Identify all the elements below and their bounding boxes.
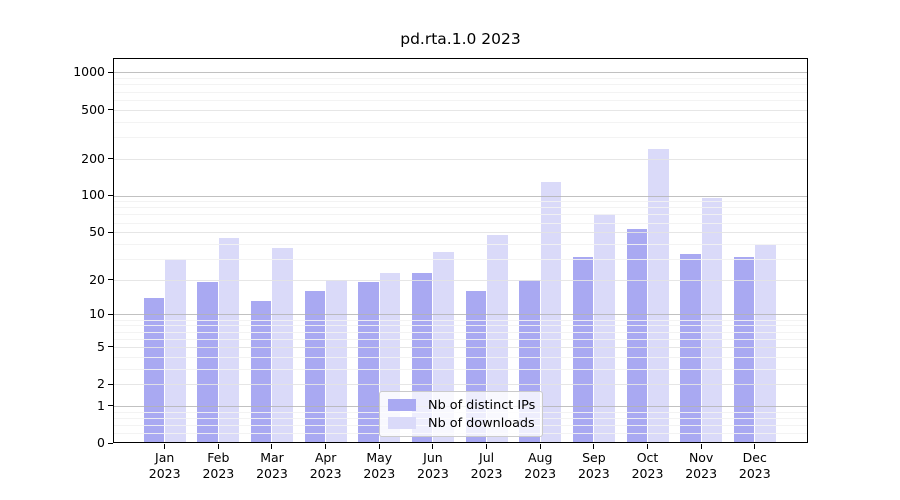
bar-distinct-ips [304, 291, 326, 443]
x-tick-mark [325, 444, 327, 449]
x-tick-label: Jul 2023 [470, 450, 503, 481]
y-tick-mark [108, 405, 113, 407]
bar-distinct-ips [733, 257, 755, 443]
legend-label-downloads: Nb of downloads [428, 415, 535, 431]
x-tick-mark [700, 444, 702, 449]
plot-area: Nb of distinct IPs Nb of downloads [113, 58, 808, 443]
x-tick-label: Nov 2023 [685, 450, 718, 481]
x-tick-label: Mar 2023 [256, 450, 288, 481]
minor-gridline [113, 356, 808, 358]
bar-distinct-ips [626, 229, 647, 443]
minor-gridline [113, 325, 808, 327]
x-tick-label: Aug 2023 [524, 450, 557, 481]
bar-downloads [326, 279, 347, 443]
minor-gridline [113, 338, 808, 340]
y-tick-label: 200 [81, 150, 105, 166]
x-tick-mark [486, 444, 488, 449]
minor-gridline [113, 214, 808, 216]
y-tick-label: 1000 [73, 64, 105, 80]
y-tick-mark [108, 279, 113, 281]
legend-item-distinct-ips: Nb of distinct IPs [386, 398, 536, 413]
bar-distinct-ips [250, 301, 272, 443]
gridline [113, 72, 808, 74]
bar-downloads [272, 247, 293, 443]
x-tick-label: Feb 2023 [202, 450, 235, 481]
x-tick-mark [164, 444, 166, 449]
minor-gridline [113, 136, 808, 138]
x-tick-label: Sep 2023 [577, 450, 610, 481]
bar-distinct-ips [358, 282, 379, 443]
y-tick-label: 10 [89, 306, 105, 322]
x-tick-mark [432, 444, 434, 449]
y-tick-label: 100 [81, 187, 105, 203]
y-tick-mark [108, 158, 113, 160]
bar-distinct-ips [197, 282, 218, 443]
gridline [113, 346, 808, 348]
bar-downloads [540, 181, 562, 443]
gridline [113, 158, 808, 160]
x-tick-mark [217, 444, 219, 449]
gridline [113, 195, 808, 197]
x-tick-label: May 2023 [363, 450, 396, 481]
legend-swatch-downloads [388, 417, 416, 429]
y-tick-mark [108, 383, 113, 385]
x-tick-label: Jan 2023 [148, 450, 181, 481]
y-tick-mark [108, 231, 113, 233]
bar-downloads [648, 148, 669, 443]
x-tick-mark [754, 444, 756, 449]
y-tick-mark [108, 71, 113, 73]
x-tick-mark [378, 444, 380, 449]
minor-gridline [113, 121, 808, 123]
y-tick-label: 1 [97, 397, 105, 413]
y-tick-mark [108, 442, 113, 444]
x-tick-mark [647, 444, 648, 449]
y-tick-label: 5 [97, 338, 105, 354]
gridline [113, 279, 808, 281]
minor-gridline [113, 84, 808, 86]
bar-distinct-ips [680, 253, 701, 443]
x-tick-label: Apr 2023 [309, 450, 342, 481]
gridline [113, 232, 808, 234]
minor-gridline [113, 258, 808, 260]
y-tick-label: 500 [81, 101, 105, 117]
chart-title: pd.rta.1.0 2023 [400, 30, 521, 48]
y-tick-mark [108, 313, 113, 315]
x-tick-mark [539, 444, 541, 449]
minor-gridline [113, 201, 808, 203]
legend-swatch-distinct-ips [388, 399, 416, 411]
x-tick-label: Jun 2023 [417, 450, 449, 481]
y-tick-label: 0 [97, 435, 105, 450]
minor-gridline [113, 91, 808, 93]
y-tick-label: 20 [89, 271, 105, 287]
x-tick-label: Dec 2023 [738, 450, 771, 481]
bar-downloads [755, 245, 776, 443]
y-tick-mark [108, 346, 113, 348]
y-tick-mark [108, 109, 113, 111]
minor-gridline [113, 78, 808, 80]
minor-gridline [113, 222, 808, 224]
legend-item-downloads: Nb of downloads [386, 416, 536, 431]
legend-label-distinct-ips: Nb of distinct IPs [428, 397, 536, 413]
x-tick-mark [271, 444, 273, 449]
minor-gridline [113, 99, 808, 101]
legend: Nb of distinct IPs Nb of downloads [379, 391, 543, 437]
minor-gridline [113, 368, 808, 370]
bar-downloads [165, 258, 186, 443]
gridline [113, 314, 808, 316]
minor-gridline [113, 319, 808, 321]
bar-downloads [594, 214, 615, 443]
minor-gridline [113, 243, 808, 245]
y-tick-mark [108, 194, 113, 196]
y-tick-label: 2 [97, 376, 105, 392]
bar-distinct-ips [572, 257, 594, 443]
bar-downloads [218, 237, 240, 443]
y-tick-label: 50 [89, 224, 105, 240]
x-tick-label: Oct 2023 [631, 450, 664, 481]
x-tick-mark [593, 444, 595, 449]
minor-gridline [113, 207, 808, 209]
minor-gridline [113, 331, 808, 333]
gridline [113, 109, 808, 111]
gridline [113, 384, 808, 386]
